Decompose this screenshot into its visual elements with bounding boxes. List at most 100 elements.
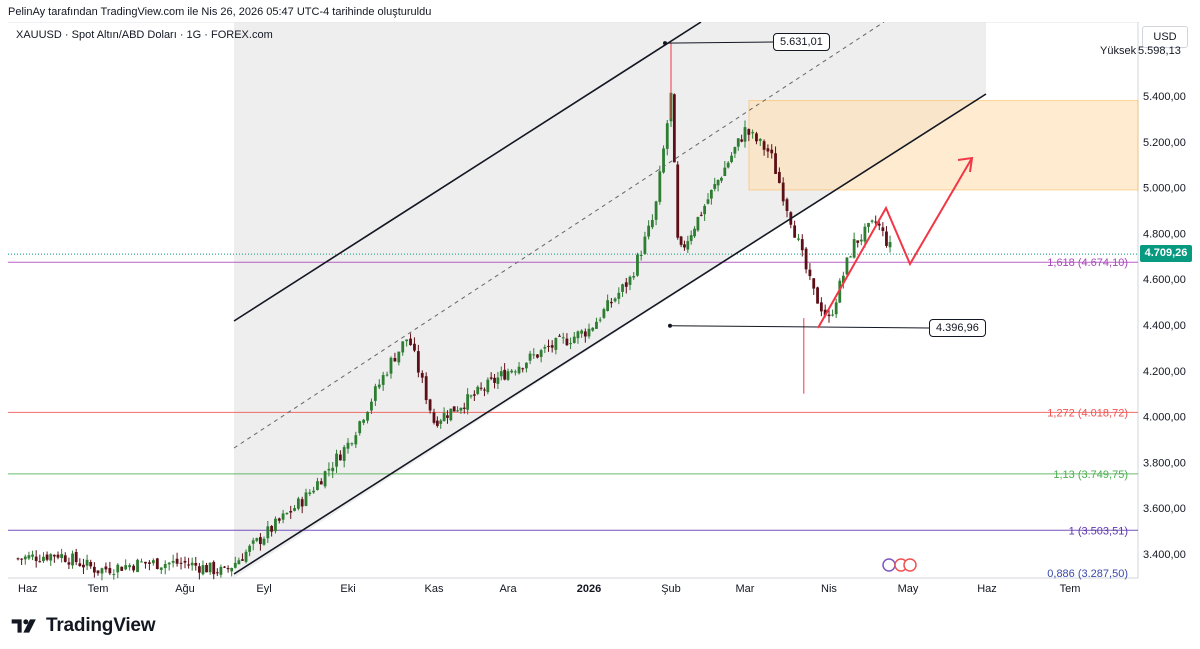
candle-body-118: [459, 407, 463, 411]
candle-body-209: [785, 199, 789, 211]
candle-body-11: [56, 554, 60, 558]
time-axis[interactable]: Haz Tem Ağu Eyl Eki Kas Ara 2026 Şub Mar Nis May Haz…: [18, 558, 1080, 595]
candle-body-81: [319, 481, 323, 485]
candle-body-4: [31, 554, 34, 557]
candle-body-109: [428, 399, 432, 411]
fib-label-3: 1 (3.503,51): [1069, 525, 1128, 537]
candle-body-90: [354, 435, 358, 445]
candle-body-85: [335, 453, 338, 467]
chart-area[interactable]: 1,618 (4.674,10) 1,272 (4.018,72) 1,13 (3.…: [8, 22, 1192, 600]
price-tick-10: 3.400,00: [1143, 549, 1186, 561]
candle-body-178: [676, 164, 680, 238]
candle-body-41: [171, 560, 175, 563]
candle-body-183: [693, 228, 696, 237]
candle-body-163: [621, 284, 624, 292]
candle-body-105: [413, 343, 416, 351]
candle-body-215: [808, 269, 812, 277]
candle-body-34: [144, 561, 147, 564]
candle-body-141: [539, 350, 543, 357]
low-callout[interactable]: 4.396,96: [929, 319, 986, 337]
candle-body-150: [572, 336, 576, 343]
candle-body-158: [602, 309, 606, 318]
price-tick-6: 4.200,00: [1143, 366, 1186, 378]
candle-body-88: [346, 442, 350, 449]
candle-body-234: [877, 223, 881, 226]
candle-body-184: [696, 216, 700, 231]
candle-body-64: [255, 538, 259, 541]
candle-body-79: [312, 490, 316, 493]
candle-body-164: [624, 282, 628, 287]
candle-body-89: [350, 443, 354, 445]
candle-body-170: [647, 225, 651, 237]
candle-body-233: [874, 221, 878, 223]
candle-body-5: [34, 556, 38, 561]
candle-body-171: [650, 219, 654, 228]
candle-body-74: [293, 508, 296, 511]
candle-body-37: [155, 558, 159, 569]
candle-body-148: [565, 338, 569, 346]
candle-body-149: [569, 343, 572, 345]
candle-body-92: [362, 419, 366, 423]
candle-body-14: [67, 562, 71, 565]
candle-body-39: [163, 563, 167, 569]
time-tick-1: Tem: [88, 583, 109, 595]
candle-body-224: [841, 275, 845, 283]
candle-body-123: [476, 386, 480, 394]
candle-body-21: [92, 566, 96, 573]
candle-body-137: [525, 362, 528, 369]
candle-body-110: [432, 412, 436, 423]
candle-body-96: [377, 384, 381, 388]
candle-body-189: [713, 184, 717, 189]
projection-path[interactable]: [817, 156, 974, 329]
candle-body-212: [797, 238, 800, 240]
candle-body-24: [104, 566, 108, 570]
candle-body-17: [78, 563, 82, 566]
candle-body-237: [888, 242, 892, 248]
peak-callout[interactable]: 5.631,01: [773, 33, 830, 51]
candle-body-107: [420, 372, 424, 378]
candle-body-18: [82, 564, 85, 568]
candle-body-159: [606, 300, 610, 312]
fib-label-2: 1,13 (3.749,75): [1053, 469, 1128, 481]
candle-body-71: [281, 513, 285, 520]
high-value: 5.598,13: [1138, 45, 1181, 57]
candle-body-108: [424, 376, 428, 401]
candle-body-147: [561, 337, 565, 339]
candle-body-122: [472, 394, 476, 396]
candle-body-161: [613, 298, 617, 302]
candle-body-230: [863, 226, 867, 242]
candle-body-62: [248, 545, 252, 552]
candle-body-72: [285, 512, 289, 515]
candle-body-160: [609, 301, 613, 304]
time-tick-3: Eyl: [256, 583, 271, 595]
symbol-title[interactable]: XAUUSD · Spot Altın/ABD Doları · 1G · FO…: [16, 29, 273, 41]
target-zone: [748, 100, 1139, 191]
fib-label-0: 1,618 (4.674,10): [1047, 257, 1128, 269]
candle-body-142: [543, 347, 547, 349]
low-leader: [669, 325, 930, 329]
currency-button[interactable]: USD: [1142, 26, 1188, 48]
fib-label-4: 0,886 (3.287,50): [1047, 568, 1128, 580]
candle-body-172: [654, 201, 658, 220]
candle-body-169: [643, 236, 647, 254]
candle-body-95: [373, 386, 377, 401]
candle-body-28: [120, 566, 124, 571]
price-axis[interactable]: 5.400,00 5.200,00 5.000,00 4.800,00 4.600,00…: [1143, 91, 1186, 561]
candle-body-84: [331, 467, 335, 472]
footer-brand: TradingView: [10, 613, 156, 639]
candle-body-16: [74, 552, 78, 563]
candle-body-168: [639, 254, 643, 256]
candle-body-47: [194, 562, 198, 566]
candle-body-19: [85, 559, 89, 566]
candle-body-3: [27, 555, 31, 559]
candle-body-99: [389, 357, 393, 374]
candle-body-218: [819, 302, 823, 312]
candle-body-22: [96, 570, 100, 574]
candle-body-77: [304, 492, 308, 506]
trend-channel[interactable]: [233, 22, 987, 575]
candle-body-133: [510, 370, 514, 373]
candle-body-53: [215, 572, 219, 574]
candle-body-130: [499, 371, 503, 377]
candle-body-102: [401, 341, 405, 353]
channel-upper: [233, 22, 702, 322]
